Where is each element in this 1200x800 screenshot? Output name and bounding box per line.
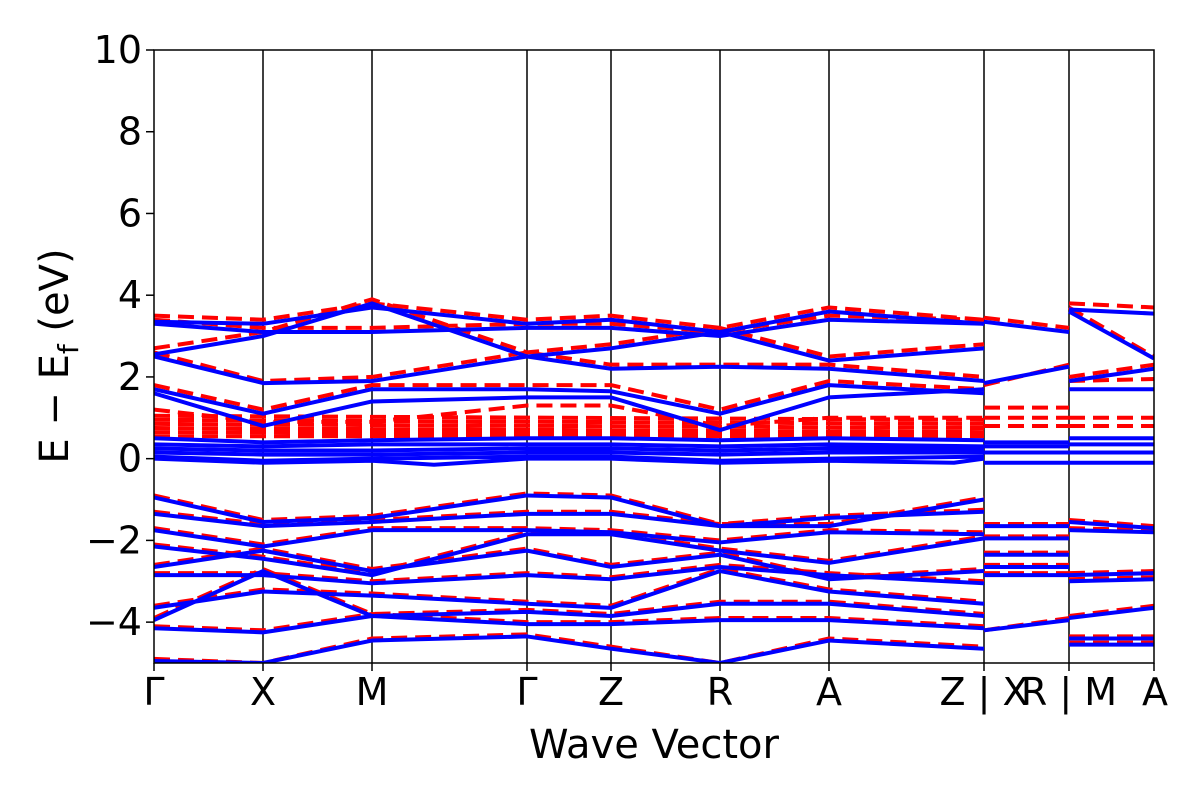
x-tick-label: Z [598, 670, 624, 714]
band-dashed-red [983, 315, 1070, 330]
y-tick-label: 10 [94, 28, 142, 72]
band-solid-blue [154, 569, 985, 622]
x-axis: Γ X M Γ Z R A Z | XR | M A [143, 663, 1168, 715]
band-solid-blue [154, 450, 984, 457]
band-solid-blue [154, 532, 985, 578]
band-solid-blue [1068, 309, 1154, 361]
band-solid-blue [1068, 605, 1154, 621]
x-tick-label: M [356, 670, 389, 714]
band-dashed-red [154, 297, 985, 359]
x-tick-label: Γ [143, 670, 164, 714]
band-lines [154, 297, 1154, 663]
band-solid-blue [154, 436, 985, 445]
x-tick-label: Z | X [939, 670, 1028, 715]
x-tick-label: X [250, 670, 276, 714]
band-solid-blue [1068, 307, 1154, 316]
band-dashed-red [1068, 569, 1154, 576]
band-dashed-red [154, 301, 985, 330]
band-dashed-red [154, 567, 985, 608]
band-solid-blue [154, 528, 985, 549]
band-solid-blue [1068, 528, 1154, 535]
band-dashed-red [154, 567, 985, 620]
y-tick-label: −4 [86, 600, 142, 644]
band-solid-blue [1068, 520, 1154, 531]
x-tick-label: A [1142, 670, 1168, 714]
y-tick-label: 2 [118, 355, 142, 399]
y-tick-label: 6 [118, 191, 142, 235]
band-dashed-red [1068, 526, 1154, 533]
band-solid-blue [154, 454, 985, 463]
band-dashed-red [154, 491, 985, 527]
band-solid-blue [1068, 577, 1154, 584]
y-axis: 10 8 6 4 2 0 −2 −4 [86, 28, 154, 644]
band-solid-blue [154, 305, 985, 334]
x-axis-label: Wave Vector [529, 722, 780, 768]
band-dashed-red [1068, 305, 1154, 359]
band-dashed-red [154, 507, 985, 527]
band-solid-blue [154, 614, 985, 635]
band-solid-blue [1068, 366, 1154, 383]
band-solid-blue [154, 354, 985, 386]
band-solid-blue [154, 509, 985, 529]
y-tick-label: 4 [118, 273, 142, 317]
band-solid-blue [983, 618, 1070, 633]
band-solid-blue [154, 442, 985, 449]
band-solid-blue [154, 493, 985, 529]
y-tick-label: 8 [118, 110, 142, 154]
band-dashed-red [1068, 301, 1154, 310]
x-tick-label: Γ [516, 670, 537, 714]
x-tick-label: A [816, 670, 842, 714]
band-dashed-red [154, 526, 985, 547]
band-solid-blue [154, 634, 985, 663]
x-tick-label: R [707, 670, 733, 714]
plot-frame [153, 49, 1155, 664]
band-solid-blue [983, 364, 1070, 386]
band-solid-blue [154, 456, 985, 467]
band-solid-blue [154, 569, 985, 610]
band-solid-blue [154, 387, 985, 433]
band-dashed-red [1068, 575, 1154, 582]
band-dashed-red [1068, 517, 1154, 529]
band-dashed-red [154, 413, 985, 422]
band-dashed-red [154, 546, 985, 580]
y-tick-label: −2 [86, 518, 142, 562]
band-dashed-red [154, 430, 985, 437]
band-dashed-red [1068, 362, 1154, 379]
band-dashed-red [154, 421, 985, 431]
band-dashed-red [154, 417, 985, 426]
band-solid-blue [983, 319, 1070, 334]
band-solid-blue [154, 383, 985, 416]
band-dashed-red [154, 611, 985, 633]
band-dashed-red [1068, 603, 1154, 618]
band-solid-blue [154, 446, 984, 453]
band-dashed-red [154, 379, 985, 412]
x-tick-label: R | M [1021, 670, 1117, 715]
band-solid-blue [154, 301, 985, 363]
band-dashed-red [154, 426, 985, 435]
band-dashed-red [154, 562, 985, 584]
y-axis-label: E − Ef (eV) [32, 248, 85, 463]
band-dashed-red [154, 350, 985, 384]
y-tick-label: 0 [118, 437, 142, 481]
band-solid-blue [1068, 571, 1154, 578]
